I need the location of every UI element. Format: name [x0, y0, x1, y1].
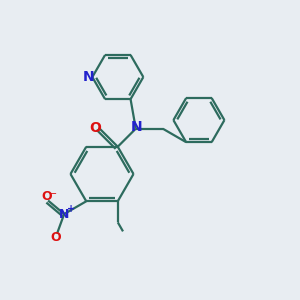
Text: N: N — [131, 121, 143, 134]
Text: N: N — [83, 70, 94, 84]
Text: +: + — [67, 204, 75, 214]
Text: O: O — [90, 121, 102, 135]
Text: N: N — [59, 208, 69, 220]
Text: −: − — [50, 189, 58, 199]
Text: O: O — [41, 190, 52, 203]
Text: O: O — [50, 231, 61, 244]
